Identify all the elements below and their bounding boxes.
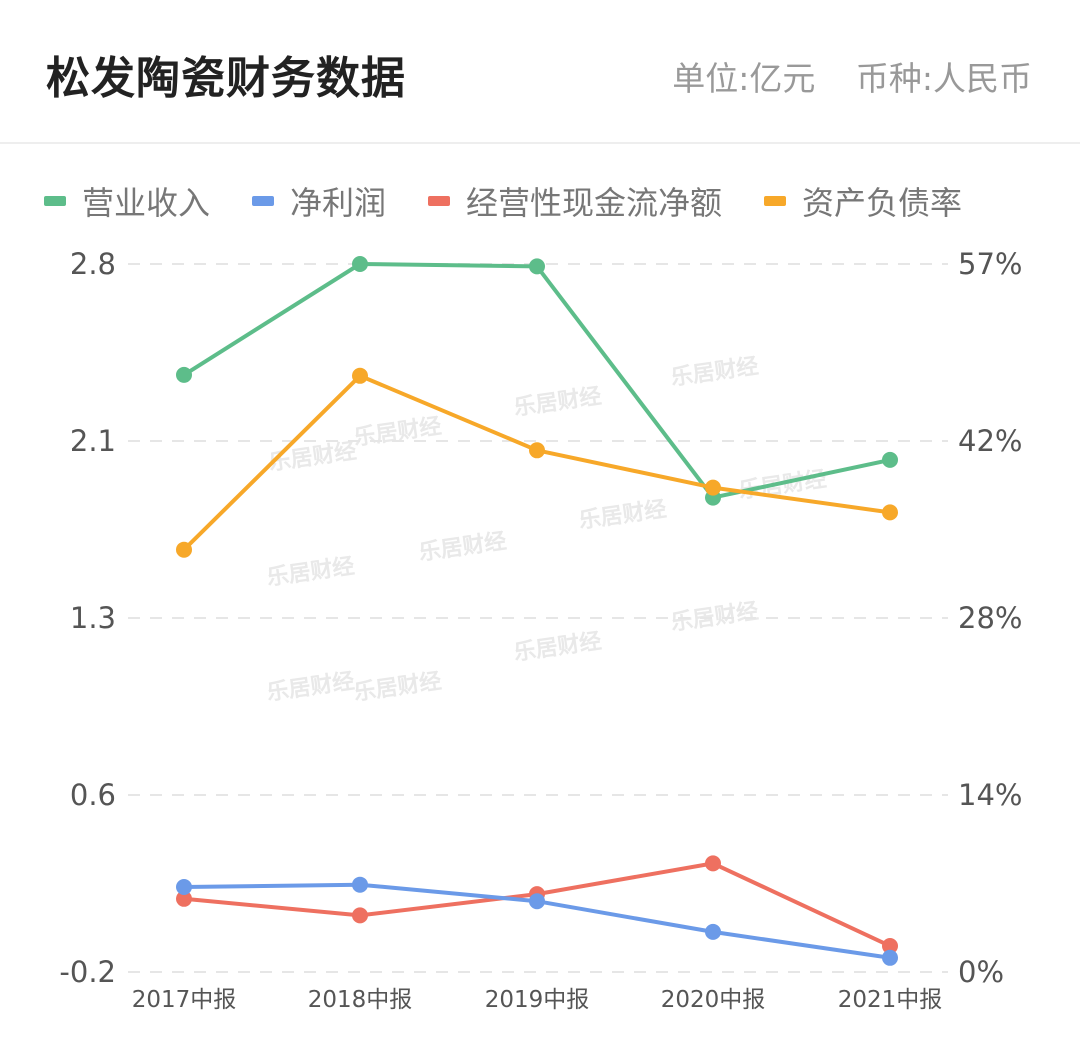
left-axis-tick: -0.2 — [59, 955, 116, 989]
data-point — [176, 541, 192, 558]
watermark-text: 乐居财经 — [577, 496, 668, 534]
x-axis-tick: 2021中报 — [838, 987, 943, 1013]
legend-item-1[interactable]: 净利润 — [252, 178, 386, 224]
data-point — [529, 258, 545, 275]
legend-swatch — [428, 196, 451, 206]
data-point — [705, 479, 721, 496]
watermark-text: 乐居财经 — [352, 668, 443, 706]
legend-label: 净利润 — [290, 184, 387, 222]
right-axis-tick: 28% — [958, 601, 1022, 635]
legend-swatch — [764, 196, 787, 206]
legend-item-0[interactable]: 营业收入 — [44, 178, 210, 224]
legend-label: 资产负债率 — [802, 184, 963, 222]
left-axis-tick: 0.6 — [70, 778, 116, 812]
currency-label: 币种:人民币 — [855, 59, 1032, 98]
right-axis-tick: 42% — [958, 424, 1022, 458]
unit-info: 单位:亿元 币种:人民币 — [642, 52, 1032, 100]
right-axis-tick: 0% — [958, 955, 1004, 989]
legend-swatch — [44, 196, 66, 206]
x-axis-tick: 2020中报 — [661, 987, 766, 1013]
data-point — [352, 256, 368, 272]
legend-label: 营业收入 — [82, 184, 211, 222]
data-point — [352, 367, 368, 384]
legend-label: 经营性现金流净额 — [466, 184, 723, 222]
watermark-text: 乐居财经 — [267, 438, 358, 476]
data-point — [705, 855, 721, 872]
data-point — [529, 893, 545, 910]
data-point — [882, 504, 898, 521]
data-point — [529, 442, 545, 459]
left-axis-tick: 1.3 — [70, 601, 116, 635]
watermark-text: 乐居财经 — [512, 383, 603, 421]
watermark-text: 乐居财经 — [352, 413, 443, 451]
legend-item-2[interactable]: 经营性现金流净额 — [428, 178, 722, 224]
x-axis-tick: 2018中报 — [308, 987, 413, 1013]
left-axis-tick: 2.8 — [70, 247, 116, 281]
right-axis-tick: 14% — [958, 778, 1022, 812]
data-point — [882, 949, 898, 966]
data-point — [705, 923, 721, 940]
watermark-text: 乐居财经 — [512, 628, 603, 666]
watermark-text: 乐居财经 — [417, 528, 508, 566]
watermark-text: 乐居财经 — [669, 353, 760, 391]
watermark-text: 乐居财经 — [265, 668, 356, 706]
chart-legend: 营业收入 净利润 经营性现金流净额 资产负债率 — [44, 176, 1004, 226]
x-axis-tick: 2019中报 — [485, 987, 590, 1013]
data-point — [176, 890, 192, 907]
left-axis-tick: 2.1 — [70, 424, 116, 458]
data-point — [352, 907, 368, 924]
data-point — [352, 876, 368, 893]
chart-title: 松发陶瓷财务数据 — [46, 53, 406, 104]
x-axis-tick: 2017中报 — [132, 987, 237, 1013]
data-point — [882, 451, 898, 468]
chart-header: 松发陶瓷财务数据 单位:亿元 币种:人民币 — [0, 0, 1080, 144]
legend-swatch — [252, 196, 275, 206]
watermark-text: 乐居财经 — [265, 553, 356, 591]
right-axis-tick: 57% — [958, 247, 1022, 281]
data-point — [176, 879, 192, 895]
data-point — [176, 366, 192, 383]
watermark-text: 乐居财经 — [669, 598, 760, 636]
unit-label: 单位:亿元 — [672, 59, 816, 98]
data-point — [882, 938, 898, 954]
legend-item-3[interactable]: 资产负债率 — [764, 178, 962, 224]
